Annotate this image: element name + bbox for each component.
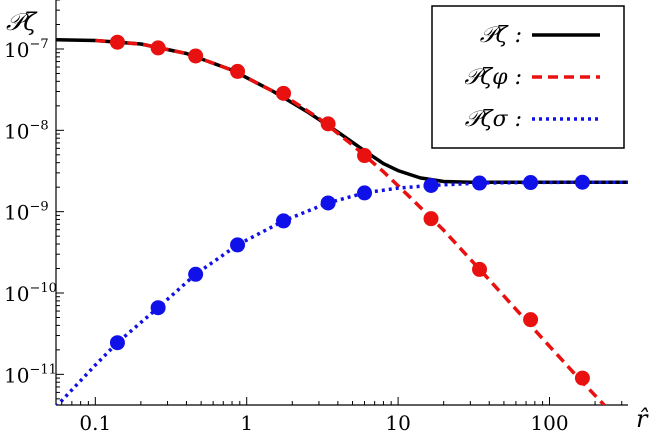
legend-box xyxy=(431,5,625,149)
legend-label-sigma: 𝒫ζσ : xyxy=(465,107,522,132)
y-tick-label: 10−8 xyxy=(4,118,49,143)
legend-label-total: 𝒫ζ : xyxy=(480,23,522,48)
series-point-sigma xyxy=(109,335,125,351)
series-point-sigma xyxy=(574,174,590,190)
x-tick-label: 100 xyxy=(530,411,568,435)
y-tick-label: 10−9 xyxy=(4,200,49,225)
series-point-phi xyxy=(109,34,125,50)
series-point-phi xyxy=(188,48,204,64)
series-point-phi xyxy=(230,63,246,79)
y-tick-label: 10−11 xyxy=(4,362,57,387)
series-point-sigma xyxy=(523,175,539,191)
x-tick-label: 0.1 xyxy=(79,411,111,435)
x-tick-label: 10 xyxy=(385,411,410,435)
y-axis-label: 𝒫ζ xyxy=(6,8,38,36)
series-point-sigma xyxy=(230,237,246,253)
legend: 𝒫ζ : 𝒫ζφ : 𝒫ζσ : xyxy=(431,5,625,149)
series-point-phi xyxy=(523,312,539,328)
series-point-sigma xyxy=(357,185,373,201)
x-tick-label: 1 xyxy=(240,411,253,435)
series-point-phi xyxy=(472,261,488,277)
series-point-phi xyxy=(574,370,590,386)
series-points xyxy=(109,34,590,386)
y-tick-label: 10−10 xyxy=(4,281,57,306)
legend-label-phi: 𝒫ζφ : xyxy=(464,65,522,90)
series-point-phi xyxy=(357,148,373,164)
series-point-sigma xyxy=(472,175,488,191)
x-axis-ticks: 0.1 1 10 100 xyxy=(61,397,623,435)
series-line-sigma xyxy=(56,180,628,405)
series-point-phi xyxy=(320,116,336,132)
series-point-sigma xyxy=(423,177,439,193)
y-tick-label: 10−7 xyxy=(4,37,49,62)
series-point-sigma xyxy=(150,300,166,316)
series-line-phi xyxy=(95,38,607,405)
x-axis-label: r̂ xyxy=(636,405,649,433)
series-point-sigma xyxy=(276,213,292,229)
series-point-phi xyxy=(423,211,439,227)
series-point-sigma xyxy=(320,195,336,211)
series-point-phi xyxy=(276,85,292,101)
series-point-phi xyxy=(150,40,166,56)
series-point-sigma xyxy=(188,266,204,282)
y-axis-ticks: 10−7 10−8 10−9 10−10 10−11 xyxy=(4,0,64,400)
